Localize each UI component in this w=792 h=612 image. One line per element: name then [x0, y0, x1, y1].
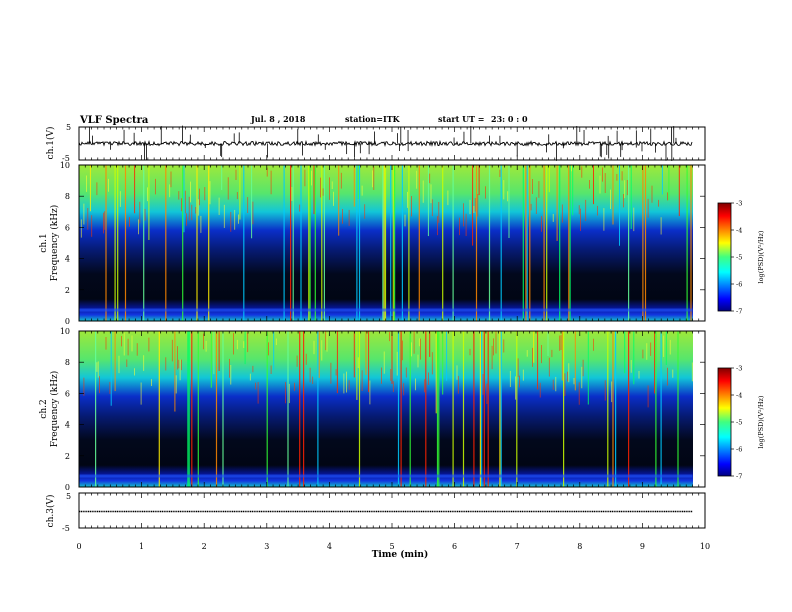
- y-tick-label: 8: [65, 192, 70, 201]
- colorbar-tick-label: -3: [736, 365, 742, 373]
- ch3-ytick-top: 5: [66, 492, 71, 501]
- ch3-waveform-panel: 5 -5 ch.3(V): [45, 492, 706, 533]
- start-ut-label: start UT =: [438, 114, 485, 124]
- ch3-ytick-bottom: -5: [62, 524, 70, 533]
- y-tick-label: 2: [65, 286, 70, 295]
- ch1-colorbar-label: log(PSD)(V²/Hz): [757, 230, 765, 283]
- y-tick-label: 10: [60, 327, 70, 336]
- ch1-colorbar: -3 -4 -5 -6 -7 log(PSD)(V²/Hz): [717, 200, 765, 316]
- x-tick-label: 8: [577, 542, 582, 551]
- ch2-spectrogram-streaks: [79, 331, 693, 487]
- ch3-volt-ylabel: ch.3(V): [45, 495, 56, 528]
- start-ut-value: 23: 0 : 0: [491, 114, 528, 124]
- ch1-waveform-trace: [78, 125, 693, 162]
- y-tick-label: 8: [65, 358, 70, 367]
- spectrogram-band: [79, 308, 693, 312]
- station-label: station=ITK: [345, 114, 401, 124]
- x-tick-label: 7: [515, 542, 520, 551]
- x-tick-label: 9: [640, 542, 645, 551]
- y-tick-label: 10: [60, 161, 70, 170]
- colorbar-tick-label: -6: [736, 446, 742, 454]
- ch1-spectro-ylabel-channel: ch.1: [39, 233, 49, 252]
- colorbar-tick-label: -4: [736, 392, 742, 400]
- x-tick-label: 4: [327, 542, 332, 551]
- x-tick-label: 6: [452, 542, 457, 551]
- y-tick-label: 6: [65, 389, 70, 398]
- colorbar-tick-label: -6: [736, 281, 742, 289]
- x-axis-label: Time (min): [372, 549, 429, 560]
- ch1-spectrogram-panel: 10 8 6 4 2 0 ch.1 Frequency (kHz): [39, 161, 706, 326]
- y-tick-label: 0: [65, 317, 70, 326]
- x-tick-label: 5: [389, 542, 394, 551]
- ch1-ytick-bottom: -5: [62, 154, 70, 163]
- x-tick-label: 0: [76, 542, 81, 551]
- y-tick-label: 4: [65, 421, 70, 430]
- y-tick-label: 6: [65, 223, 70, 232]
- ch1-trace-line: [78, 139, 693, 148]
- colorbar-tick-label: -5: [736, 254, 742, 262]
- x-tick-label: 10: [700, 542, 710, 551]
- y-tick-label: 0: [65, 483, 70, 492]
- ch1-spectro-ylabel-freq: Frequency (kHz): [49, 205, 60, 282]
- colorbar-tick-label: -4: [736, 227, 742, 235]
- ch2-colorbar-label: log(PSD)(V²/Hz): [757, 395, 765, 448]
- ch2-colorbar: -3 -4 -5 -6 -7 log(PSD)(V²/Hz): [717, 365, 765, 481]
- y-tick-label: 4: [65, 255, 70, 264]
- ch1-spectrogram-streaks: [79, 165, 693, 321]
- ch2-spectro-ylabel-channel: ch.2: [39, 399, 49, 418]
- ch1-waveform-panel: 5 -5 ch.1(V): [45, 123, 706, 163]
- x-tick-label: 3: [264, 542, 269, 551]
- ch1-volt-ylabel: ch.1(V): [45, 127, 56, 160]
- colorbar-tick-label: -7: [736, 473, 742, 481]
- colorbar-tick-label: -7: [736, 308, 742, 316]
- y-tick-label: 2: [65, 452, 70, 461]
- ch2-spectro-ylabel-freq: Frequency (kHz): [49, 371, 60, 448]
- figure-title: VLF Spectra: [79, 115, 149, 126]
- colorbar-tick-label: -5: [736, 419, 742, 427]
- x-tick-label: 2: [202, 542, 207, 551]
- ch2-spectrogram-panel: 10 8 6 4 2 0 ch.2 Frequency (kHz): [39, 327, 706, 492]
- x-axis-tick-labels: 0 1 2 3 4 5 6 7 8 9 10: [76, 542, 710, 551]
- x-tick-label: 1: [139, 542, 144, 551]
- ch1-ytick-top: 5: [66, 123, 71, 132]
- spectrogram-band: [79, 474, 693, 478]
- colorbar-tick-label: -3: [736, 200, 742, 208]
- date-label: Jul. 8 , 2018: [250, 114, 306, 124]
